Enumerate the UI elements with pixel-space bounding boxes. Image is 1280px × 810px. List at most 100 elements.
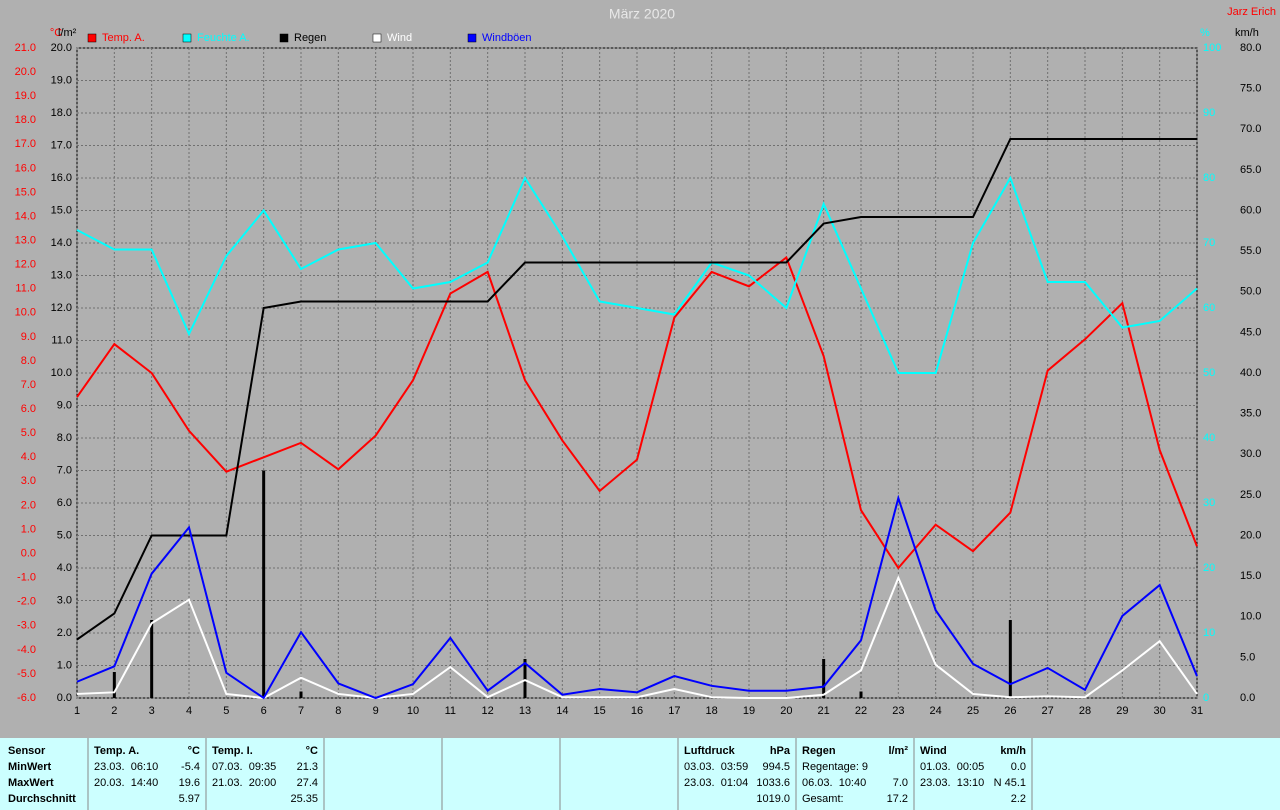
y-tick-label: 0.0: [21, 547, 36, 559]
x-tick-label: 29: [1116, 705, 1128, 717]
y-tick-label: 19.0: [15, 90, 36, 102]
x-tick-label: 27: [1042, 705, 1054, 717]
y-tick-label: 20.0: [15, 66, 36, 78]
legend-label: Feuchte A.: [197, 32, 250, 44]
y-tick-label: 70.0: [1240, 123, 1261, 135]
y-tick-label: -2.0: [17, 596, 36, 608]
series-line: [76, 255, 1198, 570]
x-tick-label: 23: [892, 705, 904, 717]
x-tick-label: 4: [186, 705, 192, 717]
legend-swatch: [372, 33, 382, 43]
x-tick-label: 1: [74, 705, 80, 717]
table-value: 1033.6: [756, 777, 790, 789]
table-cell: 23.03. 06:10: [94, 761, 158, 773]
table-unit: hPa: [770, 745, 791, 757]
y-tick-label: 30.0: [1240, 448, 1261, 460]
y-tick-label: -1.0: [17, 572, 36, 584]
y-tick-label: -3.0: [17, 620, 36, 632]
y-tick-label: 70: [1203, 237, 1215, 249]
x-tick-label: 20: [780, 705, 792, 717]
y-tick-label: 50.0: [1240, 286, 1261, 298]
x-tick-label: 2: [111, 705, 117, 717]
y-tick-label: 14.0: [15, 210, 36, 222]
y-tick-label: 40: [1203, 432, 1215, 444]
x-tick-label: 30: [1154, 705, 1166, 717]
legend-swatch: [279, 33, 289, 43]
y-tick-label: 21.0: [15, 42, 36, 54]
x-tick-label: 10: [407, 705, 419, 717]
table-cell: 20.03. 14:40: [94, 777, 158, 789]
series-line: [76, 175, 1198, 374]
y-tick-label: 11.0: [15, 283, 36, 295]
y-tick-label: 11.0: [51, 334, 72, 346]
table-value: -5.4: [181, 761, 200, 773]
legend-label: Wind: [387, 32, 412, 44]
x-tick-label: 24: [930, 705, 942, 717]
x-tick-label: 22: [855, 705, 867, 717]
y-tick-label: 12.0: [15, 259, 36, 271]
table-header: Sensor: [8, 745, 46, 757]
table-cell: Regentage: 9: [802, 761, 868, 773]
x-tick-label: 18: [706, 705, 718, 717]
y-tick-label: 30: [1203, 497, 1215, 509]
y-tick-label: 0.0: [1240, 692, 1255, 704]
y-tick-label: 10.0: [15, 307, 36, 319]
table-unit: °C: [306, 745, 318, 757]
table-cell: Gesamt:: [802, 793, 844, 805]
table-cell: 07.03. 09:35: [212, 761, 276, 773]
y-tick-label: 4.0: [21, 451, 36, 463]
y-tick-label: 6.0: [57, 497, 72, 509]
y-tick-label: 14.0: [51, 237, 72, 249]
row-label: MaxWert: [8, 777, 54, 789]
legend-swatch: [467, 33, 477, 43]
y-tick-label: -5.0: [17, 668, 36, 680]
y-tick-label: 6.0: [21, 403, 36, 415]
table-header: Wind: [920, 745, 947, 757]
table-cell: 01.03. 00:05: [920, 761, 984, 773]
y-tick-label: 35.0: [1240, 408, 1261, 420]
axis-unit: l/m²: [58, 27, 77, 39]
x-tick-label: 12: [482, 705, 494, 717]
y-tick-label: 9.0: [21, 331, 36, 343]
x-tick-label: 26: [1004, 705, 1016, 717]
stats-table: [0, 738, 1280, 810]
x-tick-label: 6: [261, 705, 267, 717]
table-value: 21.3: [297, 761, 318, 773]
table-cell: 21.03. 20:00: [212, 777, 276, 789]
table-value: 7.0: [893, 777, 908, 789]
y-tick-label: 20: [1203, 562, 1215, 574]
y-tick-label: 80: [1203, 172, 1215, 184]
table-header: Temp. I.: [212, 745, 253, 757]
y-tick-label: 4.0: [57, 562, 72, 574]
y-tick-label: 100: [1203, 42, 1221, 54]
table-unit: km/h: [1000, 745, 1026, 757]
table-unit: l/m²: [888, 745, 908, 757]
x-tick-label: 14: [556, 705, 568, 717]
table-cell: 5.97: [179, 793, 200, 805]
y-tick-label: 17.0: [15, 138, 36, 150]
table-cell: 2.2: [1011, 793, 1026, 805]
table-cell: 1019.0: [756, 793, 790, 805]
author: Jarz Erich: [1227, 6, 1276, 18]
y-tick-label: 80.0: [1240, 42, 1261, 54]
table-unit: °C: [188, 745, 200, 757]
table-cell: 03.03. 03:59: [684, 761, 748, 773]
table-header: Luftdruck: [684, 745, 736, 757]
series-line: [76, 494, 1198, 700]
y-tick-label: 12.0: [51, 302, 72, 314]
y-tick-label: 2.0: [21, 499, 36, 511]
x-tick-label: 31: [1191, 705, 1203, 717]
legend-label: Regen: [294, 32, 326, 44]
y-tick-label: 3.0: [21, 475, 36, 487]
table-value: 17.2: [887, 793, 908, 805]
table-header: Temp. A.: [94, 745, 139, 757]
y-tick-label: 65.0: [1240, 164, 1261, 176]
row-label: MinWert: [8, 761, 52, 773]
y-tick-label: 8.0: [57, 432, 72, 444]
x-tick-label: 11: [445, 705, 456, 717]
y-tick-label: 16.0: [15, 162, 36, 174]
axis-unit: km/h: [1235, 27, 1259, 39]
axis-unit: %: [1200, 27, 1210, 39]
